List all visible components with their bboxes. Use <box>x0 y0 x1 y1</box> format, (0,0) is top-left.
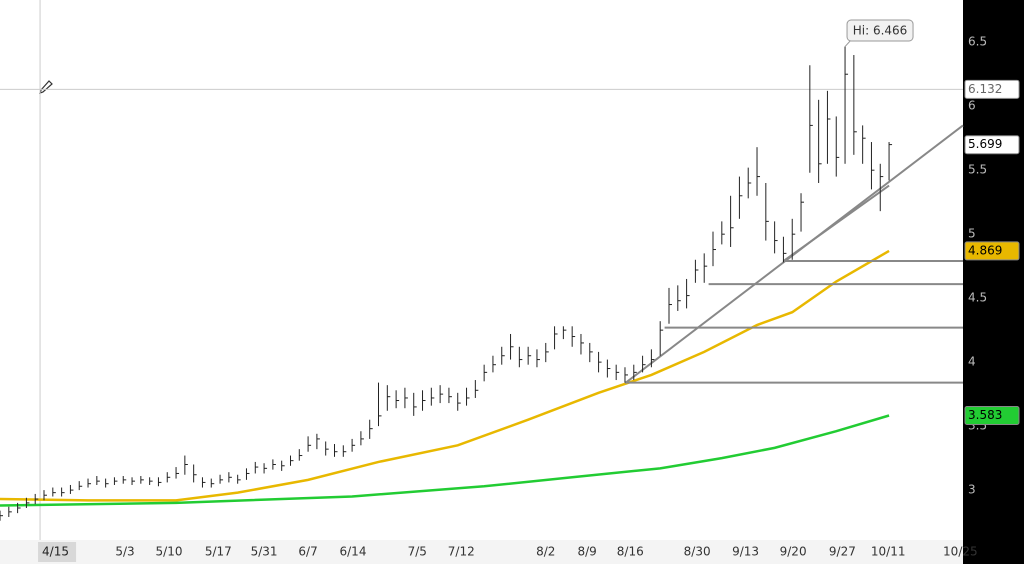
price-label: 4.869 <box>968 243 1002 257</box>
y-tick-label: 6.5 <box>968 35 987 49</box>
crosshair-y-label: 6.132 <box>968 82 1002 96</box>
y-tick-label: 3 <box>968 483 976 497</box>
price-label-box <box>964 241 1020 261</box>
x-tick-label: 5/31 <box>251 545 278 559</box>
y-tick-label: 6 <box>968 99 976 113</box>
x-tick-label: 7/5 <box>408 545 427 559</box>
price-label: 5.699 <box>968 137 1002 151</box>
x-tick-label: 9/13 <box>732 545 759 559</box>
high-marker-label: Hi: 6.466 <box>853 24 908 38</box>
trendline <box>782 184 890 262</box>
high-marker-box <box>846 19 914 42</box>
x-tick-label: 8/9 <box>577 545 596 559</box>
x-tick-label: 10/25 <box>943 545 978 559</box>
moving-average-line <box>0 249 890 502</box>
x-tick-label: 6/14 <box>340 545 367 559</box>
plot-area <box>0 0 963 540</box>
crosshair-x-box <box>38 542 77 562</box>
crosshair-x-label: 4/15 <box>42 545 69 559</box>
y-tick-label: 4.5 <box>968 291 987 305</box>
x-tick-label: 10/11 <box>871 545 906 559</box>
crosshair-y-box <box>964 79 1020 99</box>
y-tick-label: 4 <box>968 355 976 369</box>
price-label-box <box>964 405 1020 425</box>
x-tick-label: 5/10 <box>156 545 183 559</box>
y-tick-label: 5.5 <box>968 163 987 177</box>
x-tick-label: 8/16 <box>617 545 644 559</box>
moving-average-line <box>0 414 890 507</box>
price-label: 3.583 <box>968 408 1002 422</box>
x-tick-label: 5/17 <box>205 545 232 559</box>
x-tick-label: 5/3 <box>115 545 134 559</box>
price-label-box <box>964 135 1020 155</box>
x-tick-label: 8/2 <box>536 545 555 559</box>
x-tick-label: 8/30 <box>684 545 711 559</box>
y-tick-label: 5 <box>968 227 976 241</box>
x-tick-label: 6/7 <box>298 545 317 559</box>
x-tick-label: 9/20 <box>780 545 807 559</box>
x-tick-label: 9/27 <box>829 545 856 559</box>
x-tick-label: 7/12 <box>448 545 475 559</box>
x-axis-band <box>0 540 963 564</box>
